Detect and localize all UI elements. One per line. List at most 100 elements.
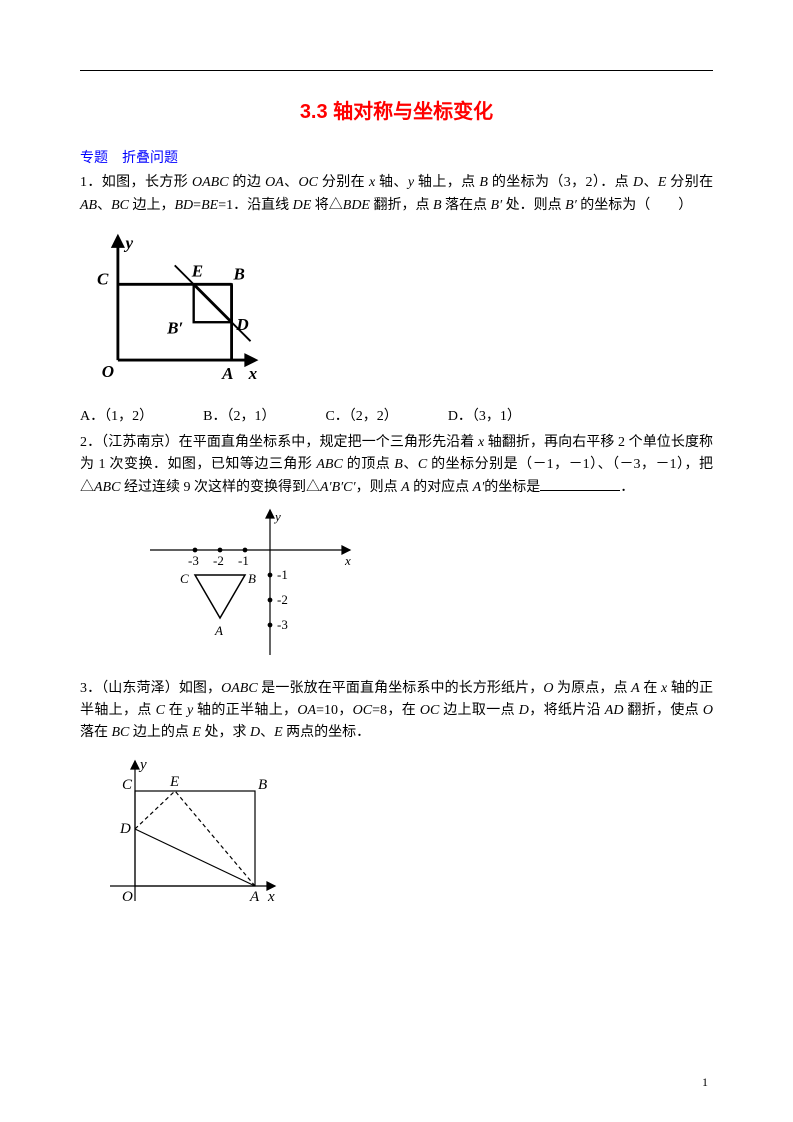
q2-t: 的顶点: [343, 457, 394, 472]
fig3-D: D: [119, 821, 131, 837]
q3-t: 是一张放在平面直角坐标系中的长方形纸片，: [258, 681, 544, 696]
q1-num: 1．: [80, 175, 102, 190]
q3-eq1: =10，: [316, 703, 353, 718]
q1-t: 落在点: [442, 198, 491, 213]
q3-t: 在: [640, 681, 661, 696]
q1-bd: BD: [175, 198, 194, 213]
q2-t: 的对应点: [410, 480, 473, 495]
q1-ab: AB: [80, 198, 97, 213]
q1-t: 将△: [311, 198, 343, 213]
q2-t: 在平面直角坐标系中，规定把一个三角形先沿着: [179, 435, 478, 450]
fig2-ny1: -1: [277, 567, 288, 582]
q2-t: 的坐标是: [484, 480, 540, 495]
q3-D2: D: [250, 725, 260, 740]
fig2-n1: -1: [238, 553, 249, 568]
fig3-A: A: [249, 889, 260, 905]
q1-t: 的坐标为（3，2）．点: [488, 175, 633, 190]
fig3-B: B: [258, 777, 267, 793]
q3-D: D: [519, 703, 529, 718]
q2-t: 经过连续 9 次这样的变换得到△: [120, 480, 320, 495]
section-subtitle: 专题 折叠问题: [80, 146, 713, 168]
fig3-svg: y C E B D O A x: [100, 751, 280, 911]
q1-sep: 、: [284, 175, 299, 190]
q1-sep: 、: [643, 175, 658, 190]
q1-t: 轴、: [375, 175, 408, 190]
q3-A: A: [631, 681, 640, 696]
question-1: 1．如图，长方形 OABC 的边 OA、OC 分别在 x 轴、y 轴上，点 B …: [80, 172, 713, 217]
q3-oc2: OC: [420, 703, 439, 718]
fig2-C: C: [180, 571, 189, 586]
q1-t: 处．则点: [502, 198, 565, 213]
q1-eq: =: [193, 198, 201, 213]
fig2-ny2: -2: [277, 592, 288, 607]
q3-oa: OA: [297, 703, 316, 718]
figure-1: y E B C B′ D O A x: [80, 223, 713, 401]
figure-3: y C E B D O A x: [100, 751, 713, 919]
q1-B2: B: [433, 198, 442, 213]
q3-C: C: [156, 703, 165, 718]
choice-a: A．（1，2）: [80, 406, 153, 428]
q3-O: O: [543, 681, 553, 696]
fig2-y: y: [273, 509, 281, 524]
fig1-E: E: [191, 262, 203, 281]
q2-abcp: A′B′C′: [320, 480, 356, 495]
page-title: 3.3 轴对称与坐标变化: [80, 96, 713, 128]
fig2-A: A: [214, 623, 223, 638]
q3-t: ，将纸片沿: [529, 703, 605, 718]
q2-src: （江苏南京）: [101, 435, 178, 450]
page: 3.3 轴对称与坐标变化 专题 折叠问题 1．如图，长方形 OABC 的边 OA…: [0, 0, 793, 1122]
q1-choices: A．（1，2） B．（2，1） C．（2，2） D．（3，1）: [80, 406, 713, 428]
q3-E: E: [192, 725, 201, 740]
fig1-Bp: B′: [166, 319, 183, 338]
fig1-D: D: [235, 315, 248, 334]
top-rule: [80, 70, 713, 71]
fig1-y: y: [123, 233, 133, 252]
fig1-O: O: [102, 362, 114, 381]
fig3-y: y: [138, 757, 147, 773]
choice-d: D．（3，1）: [448, 406, 521, 428]
fig3-E: E: [169, 774, 179, 790]
q2-num: 2．: [80, 435, 101, 450]
q2-abc: ABC: [316, 457, 342, 472]
q2-Ap: A′: [473, 480, 485, 495]
fig1-svg: y E B C B′ D O A x: [80, 223, 260, 393]
q3-eq2: =8，在: [372, 703, 420, 718]
q3-t: 两点的坐标．: [283, 725, 371, 740]
question-2: 2．（江苏南京）在平面直角坐标系中，规定把一个三角形先沿着 x 轴翻折，再向右平…: [80, 432, 713, 499]
fig2-n3: -3: [188, 553, 199, 568]
q1-bde: BDE: [343, 198, 370, 213]
q3-t: 处，求: [201, 725, 250, 740]
q3-t: 落在: [80, 725, 112, 740]
q1-t: 如图，长方形: [102, 175, 192, 190]
choice-c: C．（2，2）: [325, 406, 397, 428]
q1-sep: 、: [97, 198, 111, 213]
q1-t: 分别在: [666, 175, 713, 190]
fig3-x: x: [267, 889, 275, 905]
q1-de: DE: [293, 198, 312, 213]
q2-period: ．: [620, 480, 634, 495]
fig2-B: B: [248, 571, 256, 586]
q1-t: 轴上，点: [414, 175, 479, 190]
q3-num: 3．: [80, 681, 101, 696]
q1-bc: BC: [111, 198, 129, 213]
q3-t: 翻折，使点: [623, 703, 702, 718]
q3-bc: BC: [112, 725, 130, 740]
q1-oabc: OABC: [192, 175, 229, 190]
q3-t: 边上的点: [129, 725, 192, 740]
page-number: 1: [702, 1073, 708, 1092]
q3-src: （山东菏泽）: [101, 681, 179, 696]
q3-oc: OC: [353, 703, 372, 718]
fig1-C: C: [97, 269, 109, 288]
fig3-C: C: [122, 777, 133, 793]
question-3: 3．（山东菏泽）如图，OABC 是一张放在平面直角坐标系中的长方形纸片，O 为原…: [80, 678, 713, 745]
q2-sep: 、: [403, 457, 418, 472]
q2-abc2: ABC: [94, 480, 120, 495]
q3-t: 轴的正半轴上，: [193, 703, 297, 718]
q2-C: C: [418, 457, 427, 472]
q2-B: B: [394, 457, 403, 472]
fig2-ny3: -3: [277, 617, 288, 632]
choice-b: B．（2，1）: [203, 406, 275, 428]
q1-t: 翻折，点: [370, 198, 433, 213]
q2-A: A: [401, 480, 410, 495]
q2-t: ，则点: [356, 480, 402, 495]
